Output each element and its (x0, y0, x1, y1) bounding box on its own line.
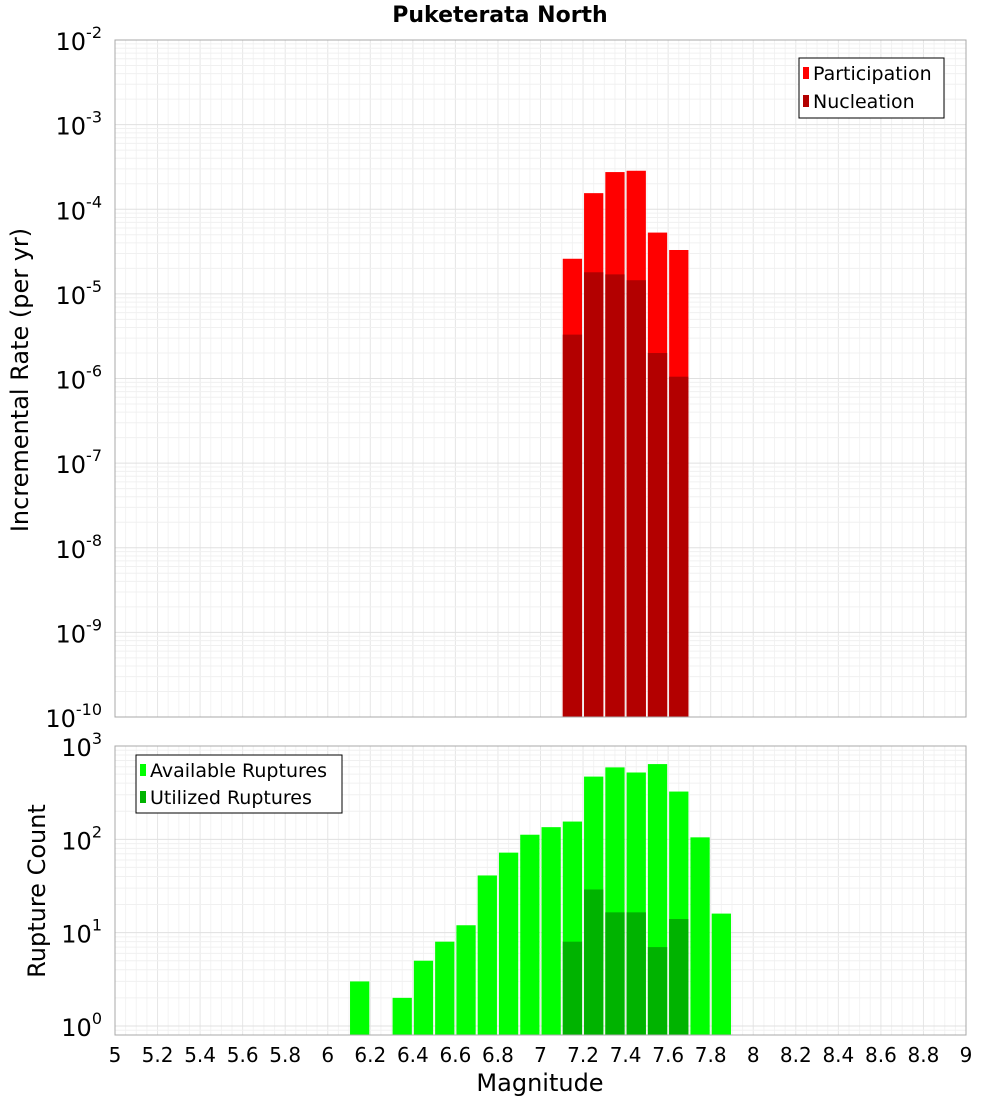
participation-legend-label: Participation (813, 63, 932, 85)
x-tick-label: 5 (109, 1043, 122, 1067)
bottom-y-tick-label: 103 (61, 729, 102, 762)
x-tick-label: 8.6 (865, 1043, 897, 1067)
top-y-tick-label: 10-9 (56, 615, 103, 648)
bottom-bar-utilized-ruptures (626, 912, 646, 1035)
top-y-tick-label: 10-5 (56, 277, 103, 310)
top-bar-nucleation (647, 353, 668, 717)
top-panel: 10-2 10-3 10-4 10-5 10-6 10-7 10-8 10-9 10-10 In… (6, 23, 967, 733)
bottom-legend: Available Ruptures Utilized Ruptures (135, 754, 343, 814)
top-y-tick-label: 10-4 (56, 192, 103, 225)
top-y-tick-label: 10-6 (56, 362, 103, 395)
bottom-bar-available-ruptures (711, 913, 731, 1035)
x-tick-label: 5.2 (142, 1043, 174, 1067)
x-tick-label: 6 (321, 1043, 334, 1067)
x-tick-label: 7.2 (567, 1043, 599, 1067)
top-y-tick-label: 10-10 (45, 700, 102, 733)
bottom-y-axis-label: Rupture Count (23, 804, 51, 978)
bottom-bars (350, 764, 731, 1035)
x-tick-label: 7.6 (652, 1043, 684, 1067)
top-y-tick-label: 10-8 (56, 531, 103, 564)
bottom-bar-utilized-ruptures (562, 941, 583, 1035)
bottom-y-tick-label: 101 (61, 916, 102, 949)
top-legend: Participation Nucleation (798, 57, 945, 119)
x-tick-label: 6.4 (397, 1043, 429, 1067)
x-axis-label: Magnitude (476, 1069, 603, 1097)
x-tick-label: 6.6 (439, 1043, 471, 1067)
bottom-bar-available-ruptures (413, 960, 434, 1035)
nucleation-legend-swatch (803, 95, 809, 107)
top-bar-nucleation (584, 272, 604, 717)
bottom-y-tick-label: 100 (61, 1009, 102, 1042)
utilized-legend-label: Utilized Ruptures (150, 787, 312, 809)
x-tick-label: 7.8 (695, 1043, 727, 1067)
top-bars (562, 170, 689, 717)
top-y-ticks: 10-2 10-3 10-4 10-5 10-6 10-7 10-8 10-9 10-10 (45, 23, 102, 733)
top-grid (114, 39, 967, 718)
bottom-bar-available-ruptures (350, 981, 370, 1035)
x-tick-label: 8 (747, 1043, 760, 1067)
bottom-bar-utilized-ruptures (605, 912, 625, 1035)
x-tick-label: 6.8 (482, 1043, 514, 1067)
chart-title: Puketerata North (392, 3, 607, 28)
bottom-bar-available-ruptures (541, 827, 561, 1035)
bottom-bar-available-ruptures (477, 875, 497, 1035)
bottom-bar-available-ruptures (392, 997, 412, 1035)
x-ticks: 5 5.2 5.4 5.6 5.8 6 6.2 6.4 6.6 6.8 7 7.2 7.4 7.6 7.8 8… (109, 1043, 973, 1067)
top-y-tick-label: 10-2 (56, 23, 103, 56)
bottom-legend-box (135, 754, 343, 814)
participation-legend-swatch (803, 67, 809, 79)
bottom-bar-available-ruptures (456, 925, 476, 1035)
top-y-axis-label: Incremental Rate (per yr) (6, 228, 34, 532)
x-tick-label: 6.2 (354, 1043, 386, 1067)
top-bar-nucleation (626, 280, 646, 717)
bottom-bar-available-ruptures (498, 852, 519, 1035)
top-bar-nucleation (562, 334, 583, 717)
top-y-tick-label: 10-3 (56, 108, 103, 141)
utilized-legend-swatch (140, 791, 146, 803)
x-tick-label: 8.8 (908, 1043, 940, 1067)
top-legend-box (798, 57, 945, 119)
bottom-bar-available-ruptures (520, 834, 540, 1035)
top-y-tick-label: 10-7 (56, 446, 103, 479)
bottom-bar-available-ruptures (690, 837, 710, 1035)
bottom-y-ticks: 103 102 101 100 (61, 729, 102, 1042)
x-tick-label: 7.4 (610, 1043, 642, 1067)
bottom-bar-utilized-ruptures (647, 947, 668, 1035)
bottom-bar-utilized-ruptures (584, 889, 604, 1035)
x-tick-label: 7 (534, 1043, 547, 1067)
top-bar-nucleation (605, 274, 625, 717)
x-tick-label: 5.8 (269, 1043, 301, 1067)
available-legend-swatch (140, 764, 146, 776)
bottom-bar-utilized-ruptures (669, 919, 689, 1035)
top-plot-frame (114, 39, 967, 718)
x-tick-label: 8.4 (822, 1043, 854, 1067)
bottom-plot-frame (114, 745, 967, 1036)
x-tick-label: 8.2 (780, 1043, 812, 1067)
x-tick-label: 5.6 (227, 1043, 259, 1067)
bottom-bar-available-ruptures (435, 941, 455, 1035)
available-legend-label: Available Ruptures (150, 760, 327, 782)
x-tick-label: 9 (960, 1043, 973, 1067)
top-bar-nucleation (669, 376, 689, 717)
bottom-panel: 103 102 101 100 Rupture Count Available Rup… (23, 729, 967, 1042)
x-tick-label: 5.4 (184, 1043, 216, 1067)
nucleation-legend-label: Nucleation (813, 91, 915, 113)
bottom-y-tick-label: 102 (61, 822, 102, 855)
